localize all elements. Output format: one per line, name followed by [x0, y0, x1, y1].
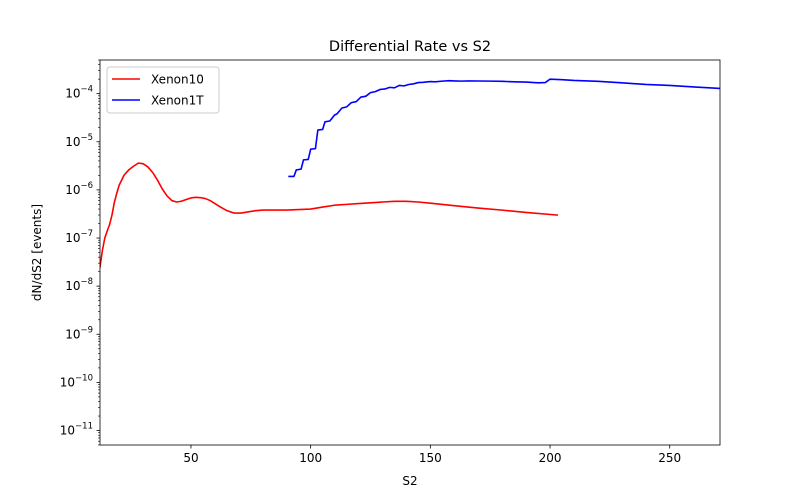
chart-title: Differential Rate vs S2 — [329, 39, 491, 55]
y-tick-label: 10−6 — [65, 181, 93, 197]
legend: Xenon10 Xenon1T — [106, 66, 220, 114]
y-tick-label: 10−10 — [60, 373, 93, 389]
y-tick-label: 10−11 — [60, 422, 93, 438]
x-tick-label: 150 — [419, 451, 442, 465]
legend-label-xenon1t: Xenon1T — [151, 94, 204, 108]
y-tick-label: 10−5 — [65, 133, 93, 149]
x-tick-label: 200 — [539, 451, 562, 465]
x-tick-label: 250 — [658, 451, 681, 465]
x-tick-label: 50 — [183, 451, 198, 465]
y-tick-label: 10−4 — [65, 85, 93, 101]
y-tick-label: 10−7 — [65, 229, 93, 245]
y-axis-title: dN/dS2 [events] — [30, 204, 44, 301]
series-line-xenon10 — [100, 162, 559, 268]
x-tick-label: 100 — [299, 451, 322, 465]
series-line-xenon1t — [288, 78, 720, 178]
y-axis: 10−11 10−10 10−9 10−8 10−7 10−6 10−5 10−4 — [60, 59, 100, 446]
series-layer — [100, 78, 720, 268]
x-axis: 50 100 150 200 250 — [183, 445, 681, 465]
x-axis-title: S2 — [402, 474, 417, 488]
legend-label-xenon10: Xenon10 — [151, 73, 204, 87]
y-tick-label: 10−9 — [65, 325, 93, 341]
y-tick-label: 10−8 — [65, 277, 93, 293]
